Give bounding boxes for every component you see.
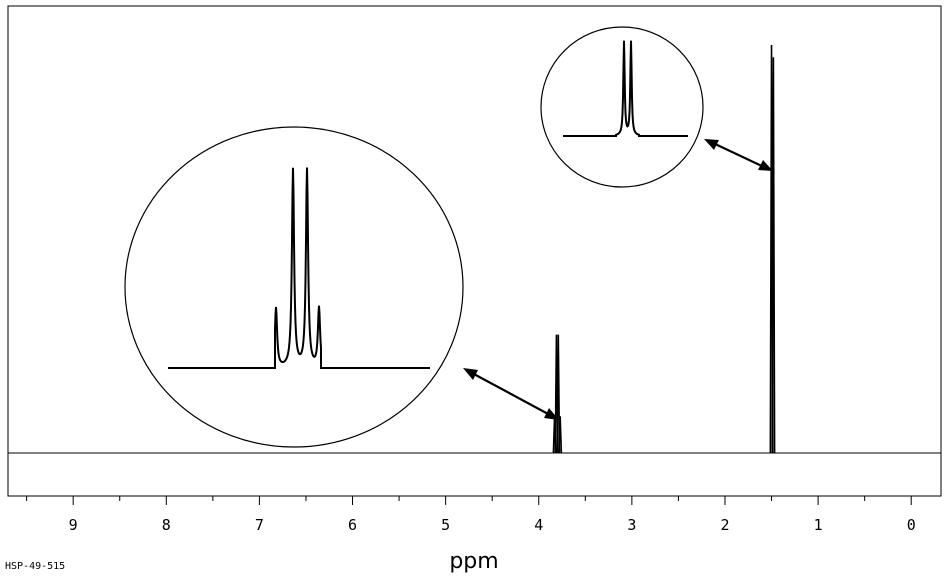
tick-label: 3 [627, 516, 636, 534]
tick-label: 2 [720, 516, 729, 534]
inset-doublet-circle [540, 26, 704, 188]
tick-label: 5 [441, 516, 450, 534]
plot-frame [7, 5, 942, 497]
inset-doublet-trace [563, 40, 688, 137]
quartet-line [558, 416, 563, 454]
x-axis-ticks [26, 496, 912, 505]
tick-label: 0 [907, 516, 916, 534]
tick-label: 4 [534, 516, 543, 534]
sample-code: HSP-49-515 [5, 561, 65, 572]
arrow-doublet [704, 139, 773, 171]
tick-label: 8 [162, 516, 171, 534]
quartet-line [556, 334, 561, 454]
inset-doublet [540, 26, 704, 188]
tick-label: 1 [814, 516, 823, 534]
arrow-quartet [463, 368, 559, 420]
inset-quartet [124, 126, 464, 448]
tick-label: 7 [255, 516, 264, 534]
x-axis-tick-labels: 9 8 7 6 5 4 3 2 1 0 [69, 516, 916, 534]
tick-label: 6 [348, 516, 357, 534]
doublet-line [771, 57, 776, 454]
x-axis-label: ppm [449, 549, 498, 574]
inset-quartet-trace [168, 167, 430, 369]
spectrum-peaks [552, 44, 776, 454]
tick-label: 9 [69, 516, 78, 534]
inset-quartet-circle [124, 126, 464, 448]
